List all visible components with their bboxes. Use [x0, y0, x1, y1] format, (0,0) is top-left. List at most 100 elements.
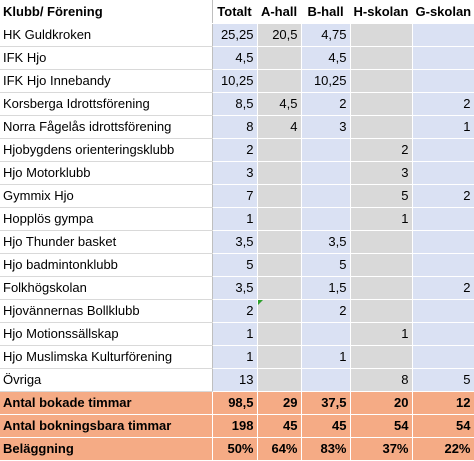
- cell-hskolan[interactable]: [350, 69, 413, 93]
- summary-cell-totalt[interactable]: 98,5: [212, 391, 258, 415]
- cell-gskolan[interactable]: [412, 299, 474, 323]
- cell-ahall[interactable]: [257, 184, 302, 208]
- club-name-cell[interactable]: Hjo Motionssällskap: [0, 322, 213, 346]
- cell-ahall[interactable]: [257, 161, 302, 185]
- cell-ahall[interactable]: [257, 69, 302, 93]
- club-name-cell[interactable]: IFK Hjo Innebandy: [0, 69, 213, 93]
- cell-gskolan[interactable]: 2: [412, 184, 474, 208]
- cell-hskolan[interactable]: [350, 345, 413, 369]
- header-bhall[interactable]: B-hall: [301, 0, 351, 24]
- cell-hskolan[interactable]: [350, 230, 413, 254]
- summary-label-cell[interactable]: Antal bokade timmar: [0, 391, 213, 415]
- summary-cell-totalt[interactable]: 198: [212, 414, 258, 438]
- summary-cell-bhall[interactable]: 45: [301, 414, 351, 438]
- club-name-cell[interactable]: Korsberga Idrottsförening: [0, 92, 213, 116]
- cell-bhall[interactable]: [301, 161, 351, 185]
- cell-hskolan[interactable]: [350, 92, 413, 116]
- cell-hskolan[interactable]: 1: [350, 322, 413, 346]
- summary-cell-gskolan[interactable]: 12: [412, 391, 474, 415]
- club-name-cell[interactable]: Gymmix Hjo: [0, 184, 213, 208]
- cell-hskolan[interactable]: 3: [350, 161, 413, 185]
- cell-hskolan[interactable]: [350, 276, 413, 300]
- cell-totalt[interactable]: 1: [212, 207, 258, 231]
- cell-gskolan[interactable]: [412, 207, 474, 231]
- cell-hskolan[interactable]: [350, 115, 413, 139]
- cell-bhall[interactable]: [301, 368, 351, 392]
- club-name-cell[interactable]: Hopplös gympa: [0, 207, 213, 231]
- header-hskolan[interactable]: H-skolan: [350, 0, 413, 24]
- cell-totalt[interactable]: 8,5: [212, 92, 258, 116]
- cell-gskolan[interactable]: 2: [412, 92, 474, 116]
- cell-totalt[interactable]: 3,5: [212, 276, 258, 300]
- cell-gskolan[interactable]: [412, 46, 474, 70]
- cell-ahall[interactable]: [257, 368, 302, 392]
- cell-gskolan[interactable]: 2: [412, 276, 474, 300]
- summary-cell-bhall[interactable]: 83%: [301, 437, 351, 461]
- cell-hskolan[interactable]: [350, 23, 413, 47]
- cell-totalt[interactable]: 1: [212, 322, 258, 346]
- cell-totalt[interactable]: 25,25: [212, 23, 258, 47]
- club-name-cell[interactable]: Övriga: [0, 368, 213, 392]
- cell-gskolan[interactable]: [412, 23, 474, 47]
- club-name-cell[interactable]: Norra Fågelås idrottsförening: [0, 115, 213, 139]
- club-name-cell[interactable]: Hjobygdens orienteringsklubb: [0, 138, 213, 162]
- cell-totalt[interactable]: 10,25: [212, 69, 258, 93]
- cell-hskolan[interactable]: 1: [350, 207, 413, 231]
- cell-ahall[interactable]: [257, 230, 302, 254]
- cell-ahall[interactable]: [257, 253, 302, 277]
- summary-cell-ahall[interactable]: 45: [257, 414, 302, 438]
- cell-totalt[interactable]: 2: [212, 299, 258, 323]
- summary-cell-hskolan[interactable]: 54: [350, 414, 413, 438]
- summary-cell-bhall[interactable]: 37,5: [301, 391, 351, 415]
- cell-bhall[interactable]: 2: [301, 299, 351, 323]
- summary-cell-hskolan[interactable]: 37%: [350, 437, 413, 461]
- summary-cell-ahall[interactable]: 29: [257, 391, 302, 415]
- header-gskolan[interactable]: G-skolan: [412, 0, 474, 24]
- cell-hskolan[interactable]: 5: [350, 184, 413, 208]
- cell-bhall[interactable]: 2: [301, 92, 351, 116]
- cell-gskolan[interactable]: [412, 138, 474, 162]
- club-name-cell[interactable]: Hjo Motorklubb: [0, 161, 213, 185]
- cell-totalt[interactable]: 13: [212, 368, 258, 392]
- club-name-cell[interactable]: Folkhögskolan: [0, 276, 213, 300]
- cell-hskolan[interactable]: [350, 253, 413, 277]
- summary-cell-gskolan[interactable]: 22%: [412, 437, 474, 461]
- club-name-cell[interactable]: IFK Hjo: [0, 46, 213, 70]
- cell-hskolan[interactable]: 8: [350, 368, 413, 392]
- cell-bhall[interactable]: [301, 138, 351, 162]
- cell-ahall[interactable]: 20,5: [257, 23, 302, 47]
- cell-gskolan[interactable]: [412, 161, 474, 185]
- cell-bhall[interactable]: 10,25: [301, 69, 351, 93]
- cell-ahall[interactable]: [257, 46, 302, 70]
- cell-ahall[interactable]: [257, 207, 302, 231]
- cell-bhall[interactable]: 4,75: [301, 23, 351, 47]
- cell-bhall[interactable]: 1,5: [301, 276, 351, 300]
- cell-totalt[interactable]: 3: [212, 161, 258, 185]
- cell-gskolan[interactable]: 5: [412, 368, 474, 392]
- club-name-cell[interactable]: HK Guldkroken: [0, 23, 213, 47]
- club-name-cell[interactable]: Hjo Thunder basket: [0, 230, 213, 254]
- cell-bhall[interactable]: [301, 184, 351, 208]
- cell-totalt[interactable]: 4,5: [212, 46, 258, 70]
- cell-gskolan[interactable]: [412, 322, 474, 346]
- header-ahall[interactable]: A-hall: [257, 0, 302, 24]
- cell-bhall[interactable]: [301, 322, 351, 346]
- summary-label-cell[interactable]: Antal bokningsbara timmar: [0, 414, 213, 438]
- cell-totalt[interactable]: 5: [212, 253, 258, 277]
- summary-cell-hskolan[interactable]: 20: [350, 391, 413, 415]
- cell-ahall[interactable]: [257, 345, 302, 369]
- cell-ahall[interactable]: [257, 299, 302, 323]
- summary-cell-totalt[interactable]: 50%: [212, 437, 258, 461]
- cell-bhall[interactable]: 3,5: [301, 230, 351, 254]
- cell-ahall[interactable]: [257, 276, 302, 300]
- cell-hskolan[interactable]: [350, 46, 413, 70]
- cell-totalt[interactable]: 3,5: [212, 230, 258, 254]
- cell-gskolan[interactable]: [412, 345, 474, 369]
- summary-cell-gskolan[interactable]: 54: [412, 414, 474, 438]
- cell-ahall[interactable]: 4,5: [257, 92, 302, 116]
- header-totalt[interactable]: Totalt: [212, 0, 258, 24]
- cell-hskolan[interactable]: [350, 299, 413, 323]
- cell-hskolan[interactable]: 2: [350, 138, 413, 162]
- cell-bhall[interactable]: [301, 207, 351, 231]
- cell-totalt[interactable]: 1: [212, 345, 258, 369]
